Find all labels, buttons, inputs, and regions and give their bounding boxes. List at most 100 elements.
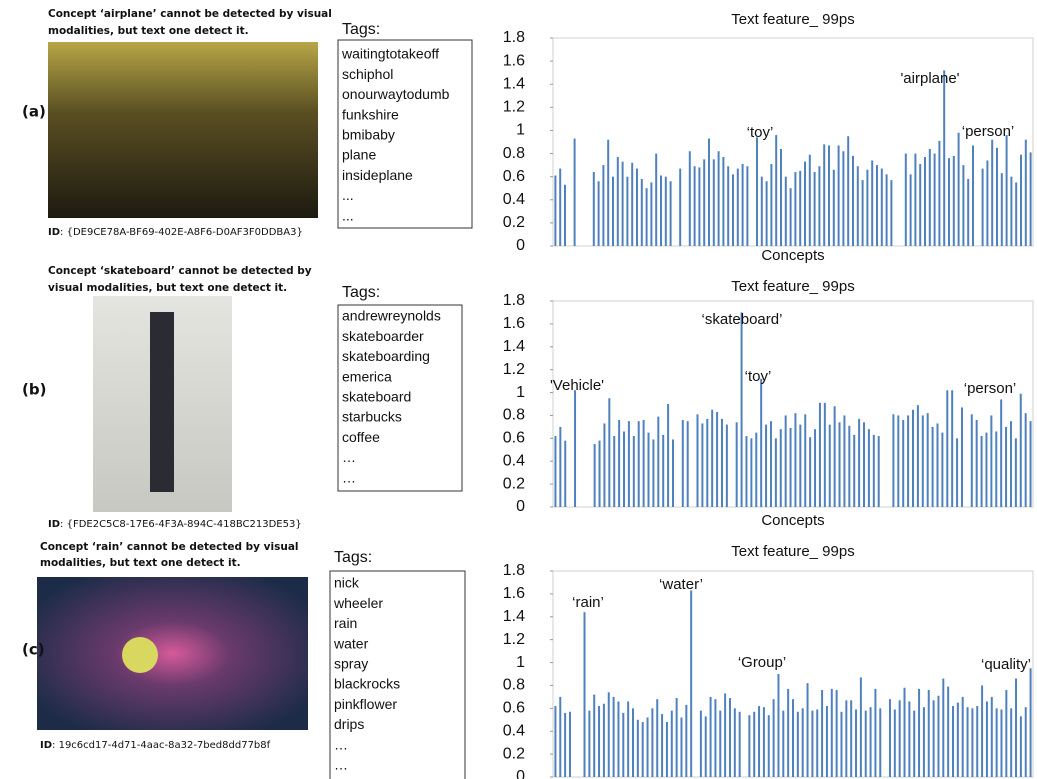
bar <box>1010 176 1013 246</box>
bar <box>951 390 954 507</box>
annotation: ‘Group’ <box>738 654 786 671</box>
tag: coffee <box>342 429 380 445</box>
tag: andrewreynolds <box>342 308 441 324</box>
bar <box>1000 399 1003 507</box>
bar <box>909 174 912 246</box>
bar <box>1014 438 1017 507</box>
bar <box>755 432 758 507</box>
bar <box>924 157 926 246</box>
bar <box>847 136 850 246</box>
bar <box>874 688 877 777</box>
bar <box>736 168 739 246</box>
bar <box>821 690 824 777</box>
id-label: ID <box>48 519 60 530</box>
annotation: 'airplane' <box>900 70 959 87</box>
bar <box>927 690 930 777</box>
bar <box>913 710 916 777</box>
flower-center <box>122 637 158 673</box>
bar <box>608 398 611 507</box>
tag: onourwaytodumb <box>342 86 450 102</box>
bar <box>932 700 935 777</box>
bar <box>864 710 867 777</box>
bar <box>799 170 802 246</box>
bar <box>636 168 638 246</box>
y-tick-label: 1.8 <box>503 29 525 46</box>
photo-flower <box>37 577 308 730</box>
bar <box>985 432 988 507</box>
bar <box>667 404 670 507</box>
bar <box>876 165 878 246</box>
bar <box>853 434 856 507</box>
bar <box>656 699 659 777</box>
bar <box>867 429 870 507</box>
bar <box>640 178 643 246</box>
bar <box>986 160 989 246</box>
tag: skateboard <box>342 389 411 405</box>
bar <box>651 708 654 777</box>
bar <box>675 698 678 777</box>
bar <box>908 701 911 777</box>
bar <box>780 148 782 246</box>
caption: visual modalities, but text one detect i… <box>48 282 287 294</box>
bar <box>1010 708 1013 777</box>
y-tick-label: 1 <box>516 122 525 139</box>
bar <box>698 167 701 246</box>
bar <box>621 161 624 246</box>
bar <box>938 140 941 246</box>
bar <box>942 678 945 777</box>
annotation: ‘person’ <box>962 123 1015 140</box>
bar <box>735 422 738 507</box>
bar <box>859 677 862 777</box>
y-tick-label: 0.4 <box>503 722 525 739</box>
bar <box>960 407 963 507</box>
y-tick-label: 1.6 <box>503 315 525 332</box>
bar <box>912 409 914 507</box>
bar <box>796 711 799 777</box>
bar <box>652 439 655 507</box>
caption: modalities, but text one detect it. <box>40 557 241 569</box>
bar <box>618 420 621 507</box>
bar <box>856 166 859 246</box>
y-tick-label: 0 <box>516 768 525 779</box>
tag: schiphol <box>342 66 393 82</box>
id-label: ID <box>40 740 52 751</box>
tags-box <box>337 304 463 492</box>
bar <box>784 176 787 246</box>
bar <box>789 188 792 246</box>
tags-title: Tags: <box>342 284 380 301</box>
bar <box>943 70 946 246</box>
bar <box>784 415 787 507</box>
bar <box>903 687 906 777</box>
bar <box>962 165 965 246</box>
bar <box>823 144 826 246</box>
bar <box>756 137 758 246</box>
bar <box>902 420 905 507</box>
y-tick-label: 0.4 <box>503 452 525 469</box>
bar <box>832 169 835 246</box>
bar <box>616 157 619 246</box>
y-tick-label: 0.2 <box>503 475 525 492</box>
bar <box>646 717 649 777</box>
bar <box>612 696 615 777</box>
bar <box>898 700 901 777</box>
bar <box>922 707 925 777</box>
bar <box>919 163 922 246</box>
tag: drips <box>334 716 364 732</box>
bar <box>794 172 797 246</box>
bar <box>720 418 723 507</box>
bar <box>801 708 804 777</box>
bar <box>672 439 674 507</box>
bar <box>627 421 630 507</box>
bar <box>799 424 802 507</box>
bar <box>814 429 817 507</box>
y-tick-label: 0.2 <box>503 745 525 762</box>
bar <box>631 162 634 246</box>
bar <box>641 722 644 777</box>
bar <box>976 706 979 777</box>
bar <box>685 704 688 777</box>
tag: wheeler <box>333 595 383 611</box>
bar <box>636 719 639 777</box>
bar <box>907 415 910 507</box>
bar <box>995 708 998 777</box>
bar <box>573 138 576 246</box>
